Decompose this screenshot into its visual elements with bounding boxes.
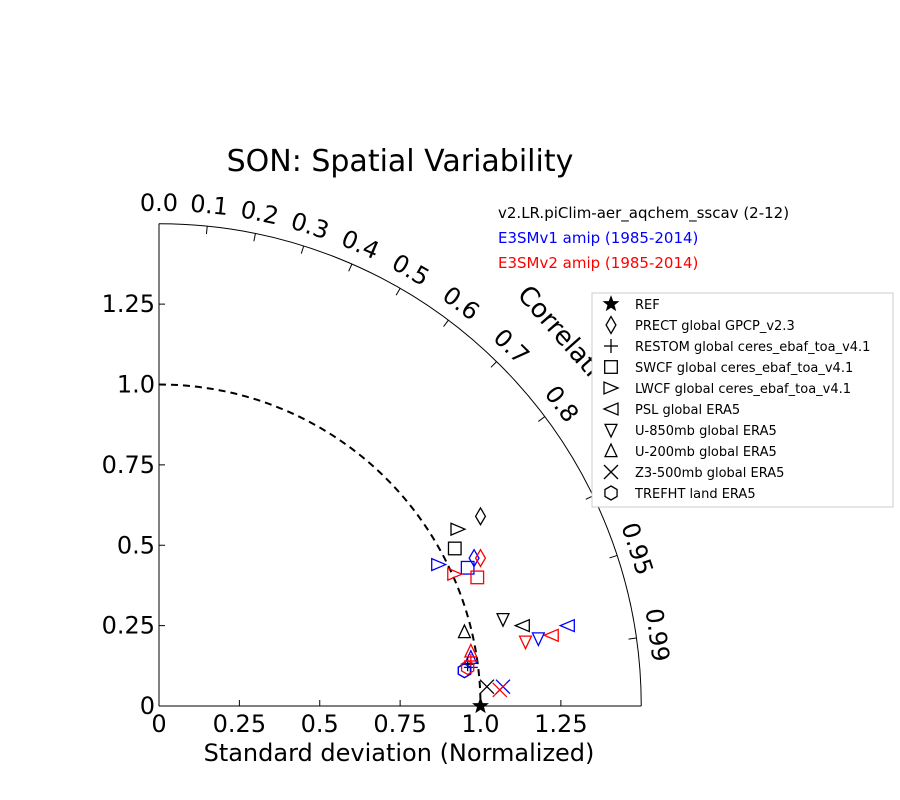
- marker-star: [602, 295, 620, 312]
- marker-triangle-left: [558, 618, 575, 633]
- x-tick-label: 0.25: [213, 710, 266, 738]
- correlation-tick-label: 0.6: [437, 281, 484, 326]
- marker-triangle-up: [457, 623, 472, 639]
- correlation-tick-mark: [443, 319, 449, 327]
- data-points: [431, 506, 575, 714]
- marker-triangle-right: [603, 381, 620, 395]
- model-label: E3SMv1 amip (1985-2014): [498, 229, 698, 247]
- x-axis-label: Standard deviation (Normalized): [204, 739, 595, 767]
- axis-ticks: 00 0.25 0.25 0.5 0.5 0.75 0.75 1.0 1.0 1.25 1.25: [102, 290, 588, 738]
- correlation-tick-label: 0.2: [238, 195, 281, 230]
- marker-triangle-right: [447, 567, 464, 582]
- correlation-tick-label: 0.99: [640, 607, 675, 664]
- marker-square: [460, 560, 475, 575]
- x-tick-label: 1.25: [534, 710, 587, 738]
- plot-axes: [158, 223, 642, 707]
- marker-square: [604, 360, 618, 374]
- marker-triangle-down: [604, 423, 618, 439]
- correlation-tick-mark: [300, 245, 305, 254]
- y-tick-label: 0.25: [102, 612, 155, 640]
- correlation-tick-label: 0.3: [288, 207, 333, 245]
- marker-hexagon: [604, 485, 618, 501]
- marker-star: [472, 697, 489, 714]
- marker-triangle-right: [450, 522, 467, 537]
- correlation-tick-mark: [348, 263, 353, 272]
- marker-triangle-left: [542, 628, 559, 643]
- correlation-tick-mark: [609, 554, 618, 559]
- x-tick-label: 0.5: [301, 710, 339, 738]
- correlation-tick-mark: [205, 226, 208, 235]
- legend-entry-label: U-850mb global ERA5: [635, 424, 777, 439]
- marker-triangle-down: [531, 632, 546, 648]
- legend-entry-label: RESTOM global ceres_ebaf_toa_v4.1: [635, 340, 870, 355]
- outer-arc: [158, 223, 642, 707]
- legend-entry-label: TREFHT land ERA5: [634, 487, 756, 502]
- marker-x: [603, 464, 619, 480]
- marker-triangle-left: [513, 618, 530, 633]
- marker-plus: [604, 339, 618, 353]
- y-tick-label: 1.25: [102, 290, 155, 318]
- chart-title: SON: Spatial Variability: [227, 144, 574, 179]
- legend-entry-label: U-200mb global ERA5: [635, 445, 777, 460]
- legend-entry-label: PSL global ERA5: [635, 403, 740, 418]
- marker-diamond: [474, 548, 487, 568]
- correlation-tick-label: 0.1: [189, 189, 230, 221]
- legend-entry-label: LWCF global ceres_ebaf_toa_v4.1: [635, 382, 851, 397]
- model-labels: v2.LR.piClim-aer_aqchem_sscav (2-12) E3SM…: [498, 204, 789, 272]
- correlation-tick-label: 0.8: [539, 380, 584, 427]
- legend-frame: [591, 292, 894, 508]
- y-tick-label: 0.75: [102, 451, 155, 479]
- y-tick-label: 1.0: [117, 371, 155, 399]
- marker-diamond: [474, 506, 487, 527]
- marker-x: [492, 682, 508, 698]
- y-tick-label: 0.5: [117, 531, 155, 559]
- correlation-tick-label: 0.0: [140, 189, 178, 217]
- correlation-tick-mark: [628, 637, 637, 640]
- marker-square: [470, 570, 485, 585]
- marker-triangle-left: [602, 402, 619, 416]
- model-label: v2.LR.piClim-aer_aqchem_sscav (2-12): [498, 204, 789, 223]
- correlation-tick-mark: [490, 361, 497, 368]
- legend: REF PRECT global GPCP_v2.3 RESTOM global c…: [591, 292, 894, 508]
- x-tick-label: 0: [151, 710, 166, 738]
- legend-entry-label: Z3-500mb global ERA5: [635, 466, 784, 481]
- marker-triangle-down: [518, 635, 533, 651]
- reference-std-arc: [158, 383, 482, 707]
- marker-triangle-right: [431, 557, 448, 572]
- legend-entry-label: PRECT global GPCP_v2.3: [635, 319, 795, 334]
- model-label: E3SMv2 amip (1985-2014): [498, 254, 698, 272]
- correlation-tick-mark: [253, 233, 256, 242]
- marker-triangle-down: [496, 612, 510, 628]
- marker-x: [479, 679, 495, 695]
- marker-square: [447, 541, 462, 556]
- marker-diamond: [605, 315, 617, 335]
- x-tick-label: 0.75: [373, 710, 426, 738]
- correlation-tick-mark: [395, 288, 401, 296]
- legend-entry-label: REF: [635, 298, 660, 313]
- x-tick-label: 1.0: [461, 710, 499, 738]
- marker-hexagon: [457, 662, 472, 679]
- correlation-tick-label: 0.4: [337, 224, 383, 265]
- marker-hexagon: [460, 659, 475, 676]
- y-tick-label: 0: [140, 692, 155, 720]
- legend-entry-label: SWCF global ceres_ebaf_toa_v4.1: [635, 361, 853, 376]
- marker-triangle-up: [604, 442, 618, 458]
- correlation-tick-mark: [538, 416, 546, 422]
